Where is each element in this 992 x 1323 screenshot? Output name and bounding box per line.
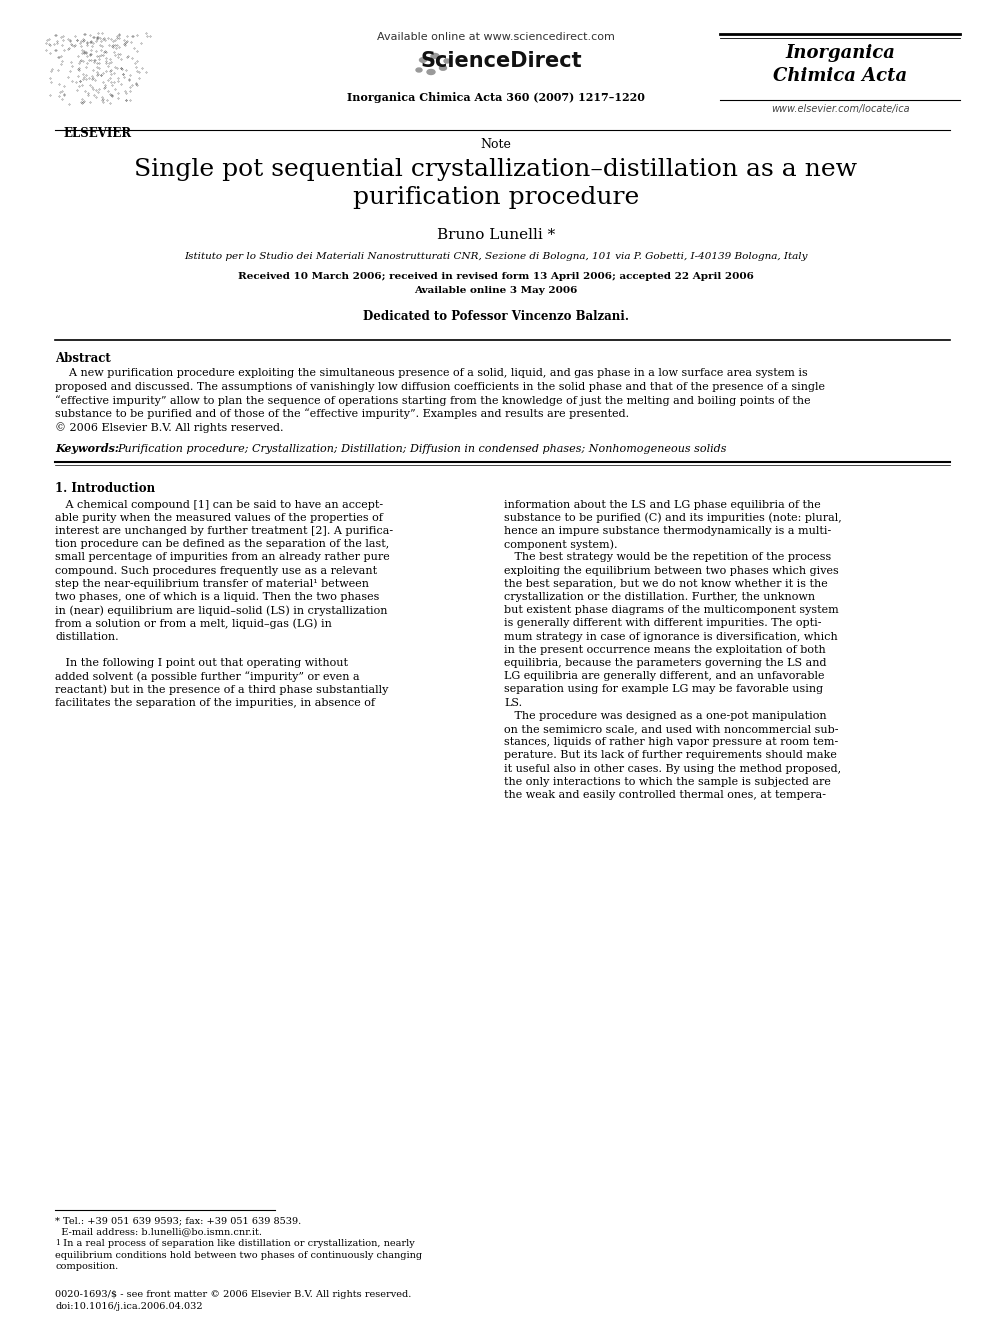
- Text: the weak and easily controlled thermal ones, at tempera-: the weak and easily controlled thermal o…: [504, 790, 826, 800]
- Text: doi:10.1016/j.ica.2006.04.032: doi:10.1016/j.ica.2006.04.032: [55, 1302, 202, 1311]
- Text: Available online at www.sciencedirect.com: Available online at www.sciencedirect.co…: [377, 32, 615, 42]
- Text: purification procedure: purification procedure: [353, 187, 639, 209]
- Text: The procedure was designed as a one-pot manipulation: The procedure was designed as a one-pot …: [504, 710, 826, 721]
- Text: information about the LS and LG phase equilibria of the: information about the LS and LG phase eq…: [504, 500, 820, 509]
- Text: but existent phase diagrams of the multicomponent system: but existent phase diagrams of the multi…: [504, 605, 839, 615]
- Text: Keywords:: Keywords:: [55, 443, 119, 455]
- Text: Purification procedure; Crystallization; Distillation; Diffusion in condensed ph: Purification procedure; Crystallization;…: [117, 443, 726, 454]
- Text: Bruno Lunelli *: Bruno Lunelli *: [436, 228, 556, 242]
- Text: ScienceDirect: ScienceDirect: [421, 52, 582, 71]
- Text: able purity when the measured values of the properties of: able purity when the measured values of …: [55, 513, 383, 523]
- Text: component system).: component system).: [504, 538, 617, 549]
- Text: Received 10 March 2006; received in revised form 13 April 2006; accepted 22 Apri: Received 10 March 2006; received in revi…: [238, 273, 754, 280]
- Text: E-mail address: b.lunelli@bo.ismn.cnr.it.: E-mail address: b.lunelli@bo.ismn.cnr.it…: [55, 1228, 262, 1237]
- Text: two phases, one of which is a liquid. Then the two phases: two phases, one of which is a liquid. Th…: [55, 591, 379, 602]
- Text: substance to be purified (C) and its impurities (note: plural,: substance to be purified (C) and its imp…: [504, 513, 842, 524]
- Text: In the following I point out that operating without: In the following I point out that operat…: [55, 658, 348, 668]
- Text: Single pot sequential crystallization–distillation as a new: Single pot sequential crystallization–di…: [135, 157, 857, 181]
- Text: interest are unchanged by further treatment [2]. A purifica-: interest are unchanged by further treatm…: [55, 527, 393, 536]
- Text: Dedicated to Pofessor Vincenzo Balzani.: Dedicated to Pofessor Vincenzo Balzani.: [363, 310, 629, 323]
- Text: tion procedure can be defined as the separation of the last,: tion procedure can be defined as the sep…: [55, 538, 389, 549]
- Ellipse shape: [431, 53, 439, 58]
- Text: LS.: LS.: [504, 697, 522, 708]
- Text: 1. Introduction: 1. Introduction: [55, 482, 155, 495]
- Text: A new purification procedure exploiting the simultaneous presence of a solid, li: A new purification procedure exploiting …: [55, 368, 807, 378]
- Text: equilibria, because the parameters governing the LS and: equilibria, because the parameters gover…: [504, 658, 826, 668]
- Text: it useful also in other cases. By using the method proposed,: it useful also in other cases. By using …: [504, 763, 841, 774]
- Text: “effective impurity” allow to plan the sequence of operations starting from the : “effective impurity” allow to plan the s…: [55, 396, 810, 406]
- Text: composition.: composition.: [55, 1262, 118, 1271]
- Text: hence an impure substance thermodynamically is a multi-: hence an impure substance thermodynamica…: [504, 527, 831, 536]
- Text: Inorganica Chimica Acta 360 (2007) 1217–1220: Inorganica Chimica Acta 360 (2007) 1217–…: [347, 93, 645, 103]
- Text: * Tel.: +39 051 639 9593; fax: +39 051 639 8539.: * Tel.: +39 051 639 9593; fax: +39 051 6…: [55, 1216, 302, 1225]
- Text: Abstract: Abstract: [55, 352, 111, 365]
- Text: Chimica Acta: Chimica Acta: [773, 67, 907, 85]
- Text: proposed and discussed. The assumptions of vanishingly low diffusion coefficient: proposed and discussed. The assumptions …: [55, 381, 825, 392]
- Text: compound. Such procedures frequently use as a relevant: compound. Such procedures frequently use…: [55, 565, 377, 576]
- Text: ELSEVIER: ELSEVIER: [63, 127, 132, 140]
- Text: crystallization or the distillation. Further, the unknown: crystallization or the distillation. Fur…: [504, 591, 815, 602]
- Ellipse shape: [420, 58, 427, 62]
- Text: Available online 3 May 2006: Available online 3 May 2006: [415, 286, 577, 295]
- Text: the best separation, but we do not know whether it is the: the best separation, but we do not know …: [504, 578, 827, 589]
- Ellipse shape: [444, 60, 450, 64]
- Ellipse shape: [439, 66, 446, 70]
- Text: equilibrium conditions hold between two phases of continuously changing: equilibrium conditions hold between two …: [55, 1250, 423, 1259]
- Text: Note: Note: [480, 138, 512, 151]
- Text: exploiting the equilibrium between two phases which gives: exploiting the equilibrium between two p…: [504, 565, 839, 576]
- Text: the only interactions to which the sample is subjected are: the only interactions to which the sampl…: [504, 777, 831, 787]
- Ellipse shape: [427, 70, 435, 74]
- Text: 0020-1693/$ - see front matter © 2006 Elsevier B.V. All rights reserved.: 0020-1693/$ - see front matter © 2006 El…: [55, 1290, 412, 1299]
- Text: added solvent (a possible further “impurity” or even a: added solvent (a possible further “impur…: [55, 671, 360, 681]
- Text: step the near-equilibrium transfer of material¹ between: step the near-equilibrium transfer of ma…: [55, 578, 369, 589]
- Text: distillation.: distillation.: [55, 631, 119, 642]
- Text: stances, liquids of rather high vapor pressure at room tem-: stances, liquids of rather high vapor pr…: [504, 737, 838, 747]
- Text: reactant) but in the presence of a third phase substantially: reactant) but in the presence of a third…: [55, 684, 389, 695]
- Text: In a real process of separation like distillation or crystallization, nearly: In a real process of separation like dis…: [60, 1240, 415, 1248]
- Text: Istituto per lo Studio dei Materiali Nanostrutturati CNR, Sezione di Bologna, 10: Istituto per lo Studio dei Materiali Nan…: [185, 251, 807, 261]
- Text: in the present occurrence means the exploitation of both: in the present occurrence means the expl…: [504, 644, 825, 655]
- Text: A chemical compound [1] can be said to have an accept-: A chemical compound [1] can be said to h…: [55, 500, 383, 509]
- Text: on the semimicro scale, and used with noncommercial sub-: on the semimicro scale, and used with no…: [504, 724, 838, 734]
- Text: The best strategy would be the repetition of the process: The best strategy would be the repetitio…: [504, 552, 831, 562]
- Text: perature. But its lack of further requirements should make: perature. But its lack of further requir…: [504, 750, 837, 761]
- Ellipse shape: [416, 67, 422, 71]
- Text: from a solution or from a melt, liquid–gas (LG) in: from a solution or from a melt, liquid–g…: [55, 618, 332, 628]
- Text: in (near) equilibrium are liquid–solid (LS) in crystallization: in (near) equilibrium are liquid–solid (…: [55, 605, 388, 615]
- Text: Inorganica: Inorganica: [785, 44, 895, 62]
- Text: © 2006 Elsevier B.V. All rights reserved.: © 2006 Elsevier B.V. All rights reserved…: [55, 422, 284, 433]
- Text: substance to be purified and of those of the “effective impurity”. Examples and : substance to be purified and of those of…: [55, 409, 629, 419]
- Text: small percentage of impurities from an already rather pure: small percentage of impurities from an a…: [55, 552, 390, 562]
- Text: separation using for example LG may be favorable using: separation using for example LG may be f…: [504, 684, 823, 695]
- Text: mum strategy in case of ignorance is diversification, which: mum strategy in case of ignorance is div…: [504, 631, 838, 642]
- Text: 1: 1: [55, 1240, 60, 1248]
- Text: LG equilibria are generally different, and an unfavorable: LG equilibria are generally different, a…: [504, 671, 824, 681]
- Text: www.elsevier.com/locate/ica: www.elsevier.com/locate/ica: [771, 105, 910, 114]
- Text: is generally different with different impurities. The opti-: is generally different with different im…: [504, 618, 821, 628]
- Text: facilitates the separation of the impurities, in absence of: facilitates the separation of the impuri…: [55, 697, 375, 708]
